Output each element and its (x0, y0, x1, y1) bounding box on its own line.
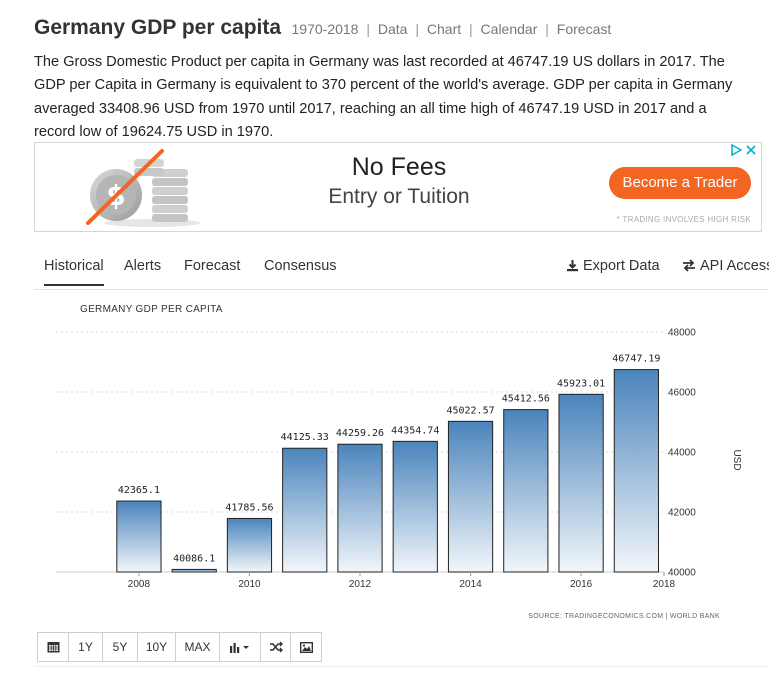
y-tick-label: 44000 (668, 448, 696, 459)
bar-label-2012: 44259.26 (336, 428, 384, 439)
export-data-label: Export Data (583, 258, 660, 274)
image-button[interactable] (290, 632, 322, 662)
ad-choices[interactable] (730, 144, 757, 156)
description: The Gross Domestic Product per capita in… (34, 51, 769, 144)
bar-label-2011: 44125.33 (281, 432, 329, 443)
x-tick-label: 2010 (238, 579, 261, 590)
chart-title: GERMANY GDP PER CAPITA (80, 304, 223, 315)
bar-chart-icon (230, 643, 249, 653)
y-axis-ticks: 48000 46000 44000 42000 40000 (668, 328, 696, 579)
chart-type-button[interactable] (219, 632, 261, 662)
tab-historical[interactable]: Historical (44, 258, 104, 286)
calendar-icon (47, 642, 59, 653)
bar-2010[interactable] (226, 517, 273, 573)
y-tick-label: 40000 (668, 568, 696, 579)
bar-2009[interactable] (171, 568, 217, 573)
bar-label-2008: 42365.1 (118, 485, 160, 496)
range-5y-button[interactable]: 5Y (102, 632, 138, 662)
x-tick-label: 2016 (570, 579, 593, 590)
y-axis-label: USD (731, 449, 742, 470)
close-icon[interactable] (745, 144, 757, 156)
bar-2014[interactable] (447, 420, 494, 573)
x-tick-label: 2014 (459, 579, 482, 590)
bar-2016[interactable] (558, 393, 604, 573)
api-access-button[interactable]: API Access (682, 258, 769, 274)
bar-label-2017: 46747.19 (612, 354, 660, 365)
tab-consensus[interactable]: Consensus (264, 258, 337, 274)
link-calendar[interactable]: Calendar (480, 21, 538, 37)
calendar-button[interactable] (37, 632, 69, 662)
chart-source: SOURCE: TRADINGECONOMICS.COM | WORLD BAN… (528, 613, 720, 620)
chart-tabs: Historical Alerts Forecast Consensus Exp… (34, 248, 769, 290)
y-tick-label: 48000 (668, 328, 696, 339)
api-access-label: API Access (700, 258, 769, 274)
gdp-chart: GERMANY GDP PER CAPITA 42365.1 40086.1 417… (34, 290, 769, 630)
shuffle-icon (269, 641, 283, 653)
page-header: Germany GDP per capita 1970-2018 | Data … (34, 16, 611, 40)
bar-2012[interactable] (337, 443, 383, 573)
become-trader-button[interactable]: Become a Trader (609, 167, 751, 199)
x-axis-ticks: 2008 2010 2012 2014 2016 2018 (128, 572, 676, 590)
play-triangle-icon[interactable] (730, 144, 742, 156)
bar-2011[interactable] (282, 447, 328, 573)
x-tick-label: 2018 (653, 579, 676, 590)
bar-label-2016: 45923.01 (557, 378, 605, 389)
x-tick-label: 2008 (128, 579, 151, 590)
transfer-icon (683, 259, 695, 272)
bar-label-2009: 40086.1 (173, 553, 215, 564)
bar-label-2010: 41785.56 (225, 502, 273, 513)
link-data[interactable]: Data (377, 21, 408, 37)
bar-2017[interactable] (613, 369, 659, 573)
bars (116, 369, 659, 573)
coin-stack-icon: $ (86, 149, 200, 227)
ad-subline: Entry or Tuition (328, 185, 470, 208)
export-data-button[interactable]: Export Data (566, 258, 660, 274)
description-line: record low of 19624.75 USD in 1970. (34, 123, 274, 140)
range-max-button[interactable]: MAX (175, 632, 220, 662)
download-icon (567, 260, 578, 272)
description-line: averaged 33408.96 USD from 1970 until 20… (34, 100, 707, 117)
page-title: Germany GDP per capita (34, 16, 282, 39)
ad-banner[interactable]: $ No Fees Entry or Tuition Become a Trad… (34, 142, 762, 232)
chart-controls: 1Y 5Y 10Y MAX (37, 632, 322, 662)
bar-chart: GERMANY GDP PER CAPITA 42365.1 40086.1 417… (56, 304, 742, 620)
y-tick-label: 42000 (668, 508, 696, 519)
bar-labels: 42365.1 40086.1 41785.56 44125.33 44259.26 44… (118, 354, 661, 565)
ad-headline: No Fees (351, 153, 447, 181)
shuffle-button[interactable] (260, 632, 291, 662)
range-1y-button[interactable]: 1Y (68, 632, 103, 662)
description-line: The Gross Domestic Product per capita in… (34, 54, 725, 70)
tab-alerts[interactable]: Alerts (124, 258, 162, 274)
bar-label-2015: 45412.56 (502, 394, 550, 405)
x-tick-label: 2012 (349, 579, 372, 590)
tab-forecast[interactable]: Forecast (184, 258, 241, 274)
description-line: GDP per Capita in Germany is equivalent … (34, 77, 733, 94)
bar-2015[interactable] (503, 409, 549, 573)
bar-2013[interactable] (392, 440, 438, 573)
header-subnav: 1970-2018 | Data | Chart | Calendar | Fo… (291, 21, 612, 37)
bar-2008[interactable] (116, 500, 162, 573)
link-forecast[interactable]: Forecast (556, 21, 612, 37)
range-10y-button[interactable]: 10Y (137, 632, 176, 662)
link-chart[interactable]: Chart (426, 21, 462, 37)
divider (34, 666, 769, 667)
y-tick-label: 46000 (668, 388, 696, 399)
ad-disclaimer: * TRADING INVOLVES HIGH RISK (616, 215, 751, 224)
bar-label-2014: 45022.57 (446, 405, 494, 416)
image-icon (299, 641, 313, 653)
bar-label-2013: 44354.74 (391, 425, 439, 436)
date-range: 1970-2018 (291, 21, 359, 37)
